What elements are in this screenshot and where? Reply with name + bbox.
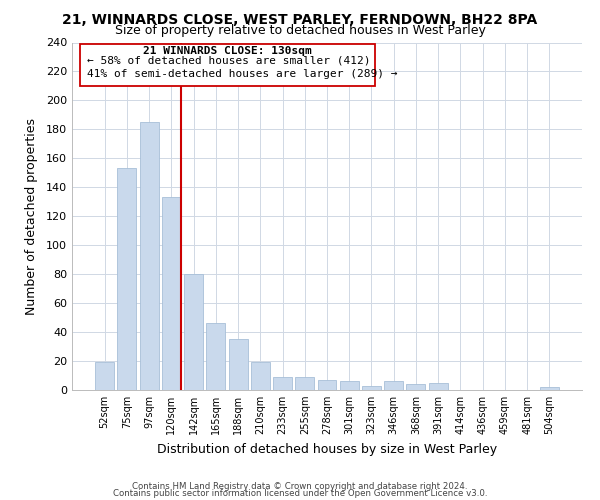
- Text: 41% of semi-detached houses are larger (289) →: 41% of semi-detached houses are larger (…: [88, 70, 398, 80]
- Bar: [184, 274, 203, 390]
- Bar: [340, 382, 359, 390]
- Y-axis label: Number of detached properties: Number of detached properties: [25, 118, 38, 315]
- X-axis label: Distribution of detached houses by size in West Parley: Distribution of detached houses by size …: [157, 442, 497, 456]
- Bar: [295, 377, 314, 390]
- Bar: [206, 324, 225, 390]
- Text: 21, WINNARDS CLOSE, WEST PARLEY, FERNDOWN, BH22 8PA: 21, WINNARDS CLOSE, WEST PARLEY, FERNDOW…: [62, 12, 538, 26]
- Text: Contains public sector information licensed under the Open Government Licence v3: Contains public sector information licen…: [113, 490, 487, 498]
- Bar: [118, 168, 136, 390]
- Text: Size of property relative to detached houses in West Parley: Size of property relative to detached ho…: [115, 24, 485, 37]
- FancyBboxPatch shape: [80, 44, 376, 86]
- Bar: [540, 387, 559, 390]
- Bar: [429, 383, 448, 390]
- Bar: [251, 362, 270, 390]
- Bar: [162, 198, 181, 390]
- Bar: [95, 362, 114, 390]
- Bar: [317, 380, 337, 390]
- Bar: [406, 384, 425, 390]
- Bar: [140, 122, 158, 390]
- Bar: [229, 340, 248, 390]
- Text: 21 WINNARDS CLOSE: 130sqm: 21 WINNARDS CLOSE: 130sqm: [143, 46, 312, 56]
- Text: ← 58% of detached houses are smaller (412): ← 58% of detached houses are smaller (41…: [88, 55, 371, 65]
- Bar: [362, 386, 381, 390]
- Bar: [384, 382, 403, 390]
- Bar: [273, 377, 292, 390]
- Text: Contains HM Land Registry data © Crown copyright and database right 2024.: Contains HM Land Registry data © Crown c…: [132, 482, 468, 491]
